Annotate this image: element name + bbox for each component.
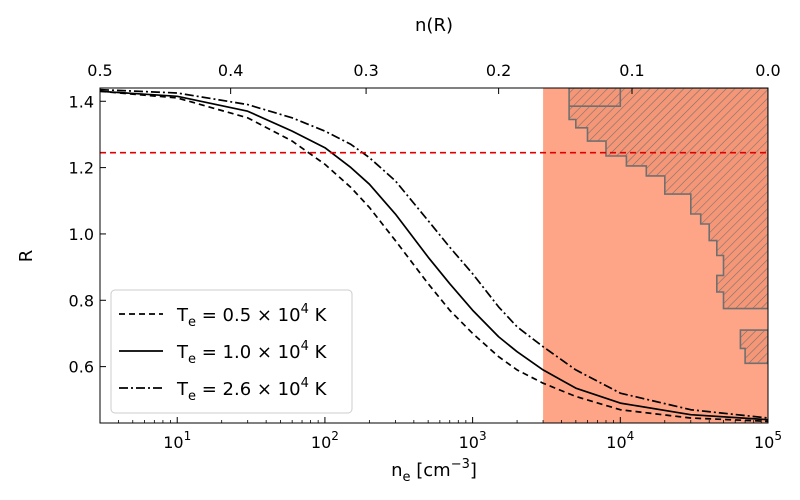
series-line-solid: [100, 90, 768, 421]
left-tick-label: 1.4: [69, 92, 94, 111]
plot-frame: [99, 87, 769, 424]
left-tick-label: 1.0: [69, 225, 94, 244]
hatched-region-edge: [569, 88, 622, 107]
top-tick-label: 0.5: [87, 61, 112, 80]
top-tick-label: 0.0: [755, 61, 780, 80]
series-line-dashdot: [100, 88, 768, 419]
bottom-tick-label: 101: [163, 429, 191, 452]
axis-ticks: 101 102 103 104 105 0.6 0.8 1.0 1.2 1.4 0.5 0.4 0.3 0…: [69, 61, 782, 452]
left-tick-label: 0.6: [69, 358, 94, 377]
bottom-axis-title: ne [cm−3]: [391, 457, 477, 485]
legend-label: Te = 1.0 × 104 K: [176, 339, 328, 367]
legend-box: [110, 289, 353, 414]
bottom-tick-label: 102: [311, 429, 339, 452]
hatched-constraint-region: [568, 88, 768, 310]
legend: Te = 0.5 × 104 K Te = 1.0 × 104 K Te = 2.6…: [110, 289, 353, 414]
top-tick-label: 0.4: [218, 61, 243, 80]
top-tick-label: 0.2: [486, 61, 511, 80]
series-line-dashed: [100, 90, 768, 423]
axes-frame: [99, 87, 769, 424]
top-tick-label: 0.1: [619, 61, 644, 80]
bottom-tick-label: 103: [459, 429, 487, 452]
shaded-regions: [543, 88, 768, 423]
legend-label: Te = 2.6 × 104 K: [176, 376, 328, 404]
left-tick-label: 0.8: [69, 291, 94, 310]
bottom-tick-label: 104: [606, 429, 634, 452]
legend-label: Te = 0.5 × 104 K: [176, 302, 328, 330]
bottom-tick-label: 105: [754, 429, 782, 452]
hatched-island-region: [739, 329, 768, 365]
top-tick-label: 0.3: [353, 61, 378, 80]
top-axis-title: n(R): [415, 15, 453, 36]
left-axis-title: R: [16, 250, 37, 263]
left-tick-label: 1.2: [69, 159, 94, 178]
series-lines: [100, 88, 768, 423]
